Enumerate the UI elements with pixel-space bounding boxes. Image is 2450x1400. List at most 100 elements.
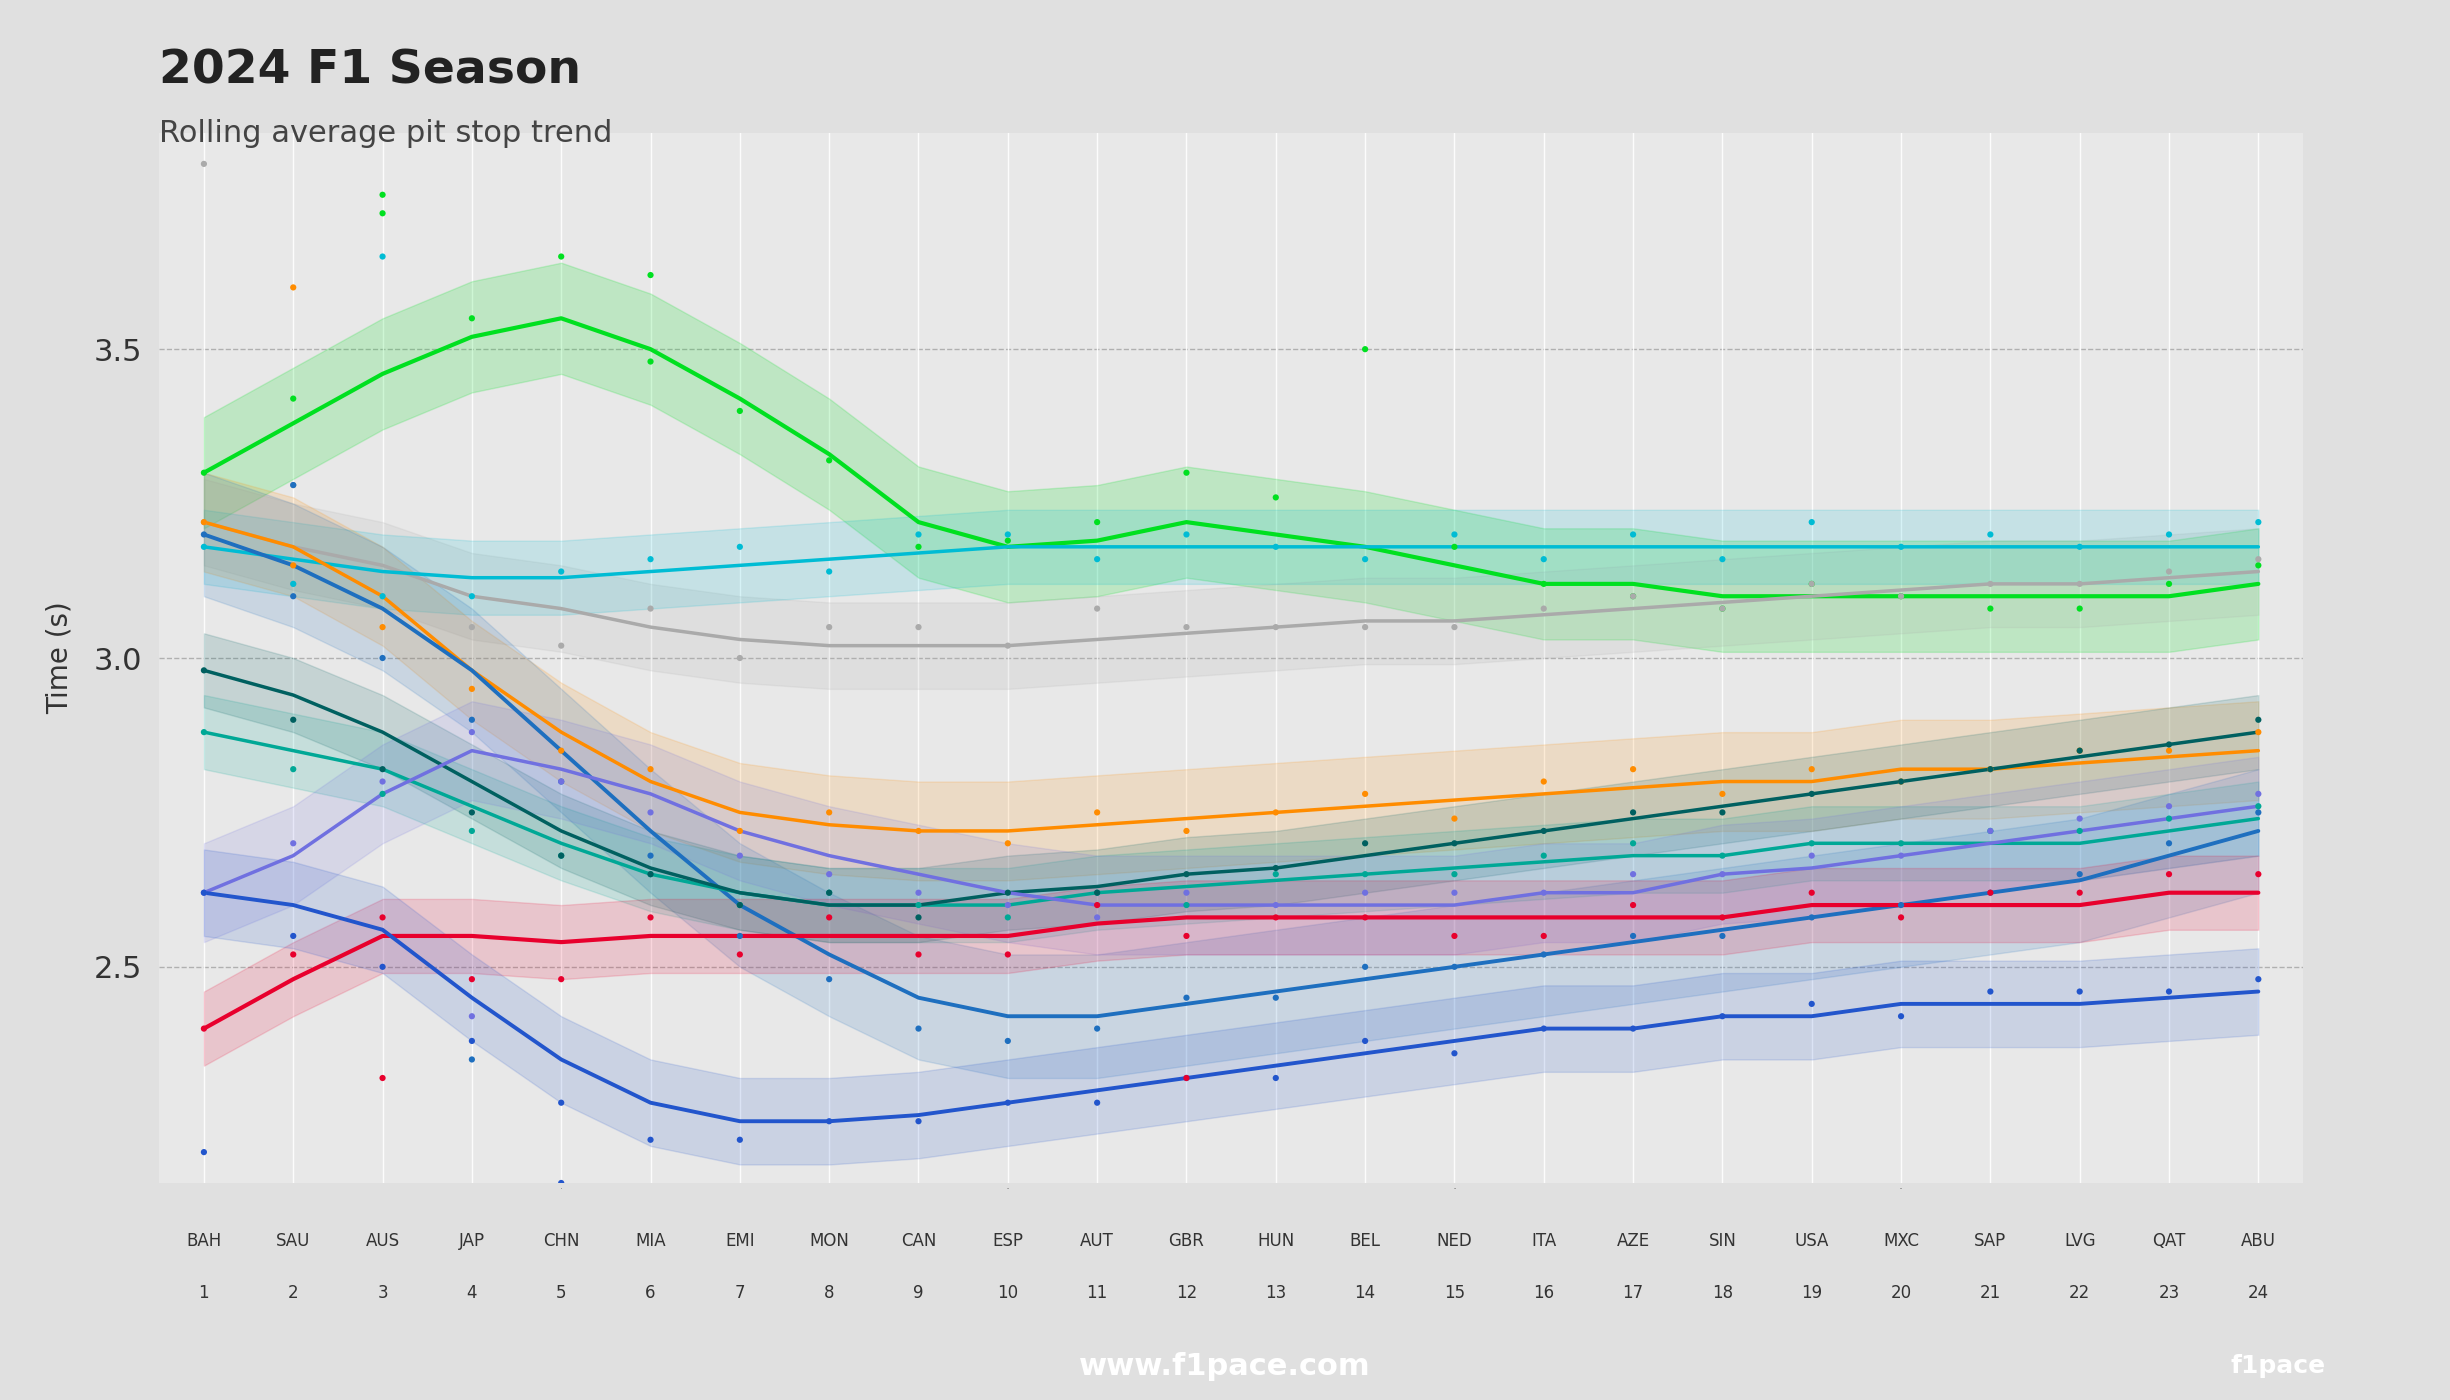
Point [1791, 993, 1830, 1015]
Point [1791, 573, 1830, 595]
Point [1615, 893, 1654, 916]
Point [541, 1092, 581, 1114]
Point [720, 536, 760, 559]
Point [1524, 844, 1563, 867]
Point [2149, 524, 2188, 546]
Point [808, 616, 848, 638]
Point [184, 1018, 223, 1040]
Text: HUN: HUN [1257, 1232, 1294, 1250]
Point [1078, 882, 1117, 904]
Text: CAN: CAN [902, 1232, 936, 1250]
Point [1436, 862, 1475, 885]
Text: AZE: AZE [1617, 1232, 1649, 1250]
Text: SAP: SAP [1975, 1232, 2007, 1250]
Point [899, 524, 938, 546]
Point [1703, 598, 1742, 620]
Point [632, 844, 671, 867]
Point [453, 708, 492, 731]
Point [1882, 1005, 1921, 1028]
Point [2239, 547, 2278, 570]
Text: BAH: BAH [186, 1232, 220, 1250]
Point [1166, 987, 1205, 1009]
Text: 2: 2 [289, 1284, 299, 1302]
Point [1257, 906, 1296, 928]
Point [1078, 547, 1117, 570]
Point [1524, 547, 1563, 570]
Point [2149, 862, 2188, 885]
Point [1436, 925, 1475, 948]
Point [274, 573, 314, 595]
Point [1703, 844, 1742, 867]
Text: 1: 1 [198, 1284, 208, 1302]
Point [1436, 616, 1475, 638]
Point [363, 585, 402, 608]
Point [453, 1049, 492, 1071]
Point [453, 616, 492, 638]
Point [1791, 573, 1830, 595]
Point [1078, 893, 1117, 916]
Point [363, 906, 402, 928]
Text: QAT: QAT [2154, 1232, 2185, 1250]
Point [808, 449, 848, 472]
Point [899, 820, 938, 843]
Point [1524, 598, 1563, 620]
Text: 9: 9 [914, 1284, 924, 1302]
Text: USA: USA [1793, 1232, 1828, 1250]
Point [1166, 820, 1205, 843]
Point [1078, 906, 1117, 928]
Point [1078, 882, 1117, 904]
Point [1166, 862, 1205, 885]
Point [1345, 906, 1384, 928]
Point [1882, 536, 1921, 559]
Point [1436, 1042, 1475, 1064]
Text: 14: 14 [1355, 1284, 1374, 1302]
Point [2149, 808, 2188, 830]
Point [1257, 862, 1296, 885]
Point [720, 820, 760, 843]
Point [363, 616, 402, 638]
Point [1345, 882, 1384, 904]
Text: www.f1pace.com: www.f1pace.com [1078, 1352, 1372, 1380]
Text: 4: 4 [466, 1284, 478, 1302]
Point [2239, 511, 2278, 533]
Point [2060, 739, 2100, 762]
Point [632, 350, 671, 372]
Point [184, 462, 223, 484]
Point [1078, 1092, 1117, 1114]
Text: NED: NED [1436, 1232, 1472, 1250]
Point [1615, 1018, 1654, 1040]
Point [1166, 893, 1205, 916]
Point [1345, 862, 1384, 885]
Text: 3: 3 [377, 1284, 387, 1302]
Point [453, 1005, 492, 1028]
Point [274, 554, 314, 577]
Point [1257, 893, 1296, 916]
Point [2060, 808, 2100, 830]
Point [1257, 486, 1296, 508]
Point [2060, 980, 2100, 1002]
Point [1524, 770, 1563, 792]
Point [184, 882, 223, 904]
Point [363, 1067, 402, 1089]
Point [363, 202, 402, 224]
Point [363, 647, 402, 669]
Point [184, 524, 223, 546]
Point [1970, 882, 2009, 904]
Text: 16: 16 [1534, 1284, 1553, 1302]
Text: GBR: GBR [1169, 1232, 1205, 1250]
Point [184, 511, 223, 533]
Y-axis label: Time (s): Time (s) [44, 602, 74, 714]
Text: ITA: ITA [1531, 1232, 1556, 1250]
Point [1257, 987, 1296, 1009]
Point [987, 893, 1027, 916]
Point [2149, 832, 2188, 854]
Point [1345, 616, 1384, 638]
Point [2060, 739, 2100, 762]
Text: SAU: SAU [277, 1232, 311, 1250]
Point [274, 832, 314, 854]
Point [1703, 598, 1742, 620]
Text: CHN: CHN [544, 1232, 581, 1250]
Point [1078, 1018, 1117, 1040]
Text: EMI: EMI [725, 1232, 755, 1250]
Point [1345, 547, 1384, 570]
